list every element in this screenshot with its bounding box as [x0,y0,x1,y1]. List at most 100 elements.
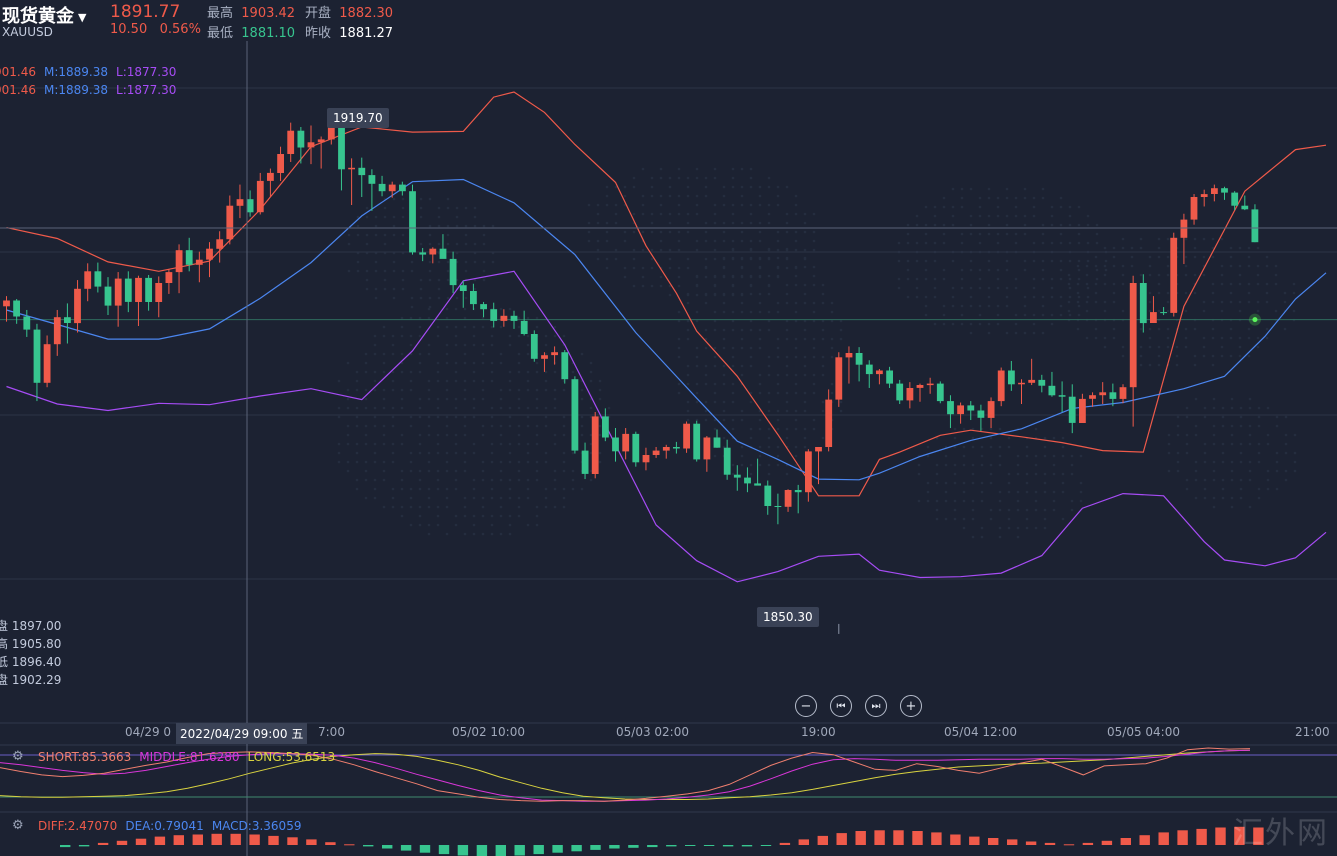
map-dot [758,239,762,243]
map-dot [1193,291,1197,295]
macd-bar [760,845,772,846]
map-dot [785,400,789,404]
macd-bar [666,845,677,847]
map-dot [758,373,762,377]
map-dot [508,343,512,347]
map-dot [1007,508,1011,512]
map-dot [455,296,459,300]
map-dot [481,433,485,437]
map-dot [776,427,780,431]
map-dot [562,487,566,491]
candle-body [165,272,173,283]
open-stat: 开盘 1882.30 [305,2,393,21]
map-dot [1293,469,1297,473]
macd-bar [1063,844,1075,846]
map-dot [409,415,413,419]
gear-icon[interactable]: ⚙ [12,749,24,764]
map-dot [906,268,910,272]
map-dot [526,451,530,455]
map-dot [508,514,512,518]
map-dot [436,406,440,410]
map-dot [996,205,1000,209]
map-dot [517,496,521,500]
map-dot [391,424,395,428]
macd-bar [950,834,961,845]
scroll-back-button[interactable]: ⏮ [830,695,852,717]
map-dot [942,304,946,308]
map-dot [463,352,467,356]
map-dot [830,382,834,386]
map-dot [731,418,735,422]
map-dot [410,269,414,273]
map-dot [373,370,377,374]
map-dot [419,296,423,300]
map-dot [1014,232,1018,236]
boll-upper: 901.46 [0,83,36,97]
map-dot [812,212,816,216]
map-dot [944,517,948,521]
candle-body [1068,396,1076,423]
map-dot [695,239,699,243]
map-dot [526,388,530,392]
map-dot [915,259,919,263]
map-dot [1043,508,1047,512]
map-dot [472,451,476,455]
map-dot [704,328,708,332]
map-dot [562,469,566,473]
map-dot [499,325,503,329]
map-dot [1050,277,1054,281]
map-dot [785,212,789,216]
map-dot [454,361,458,365]
map-dot [1157,354,1161,358]
gear-icon[interactable]: ⚙ [12,818,24,833]
map-dot [382,442,386,446]
map-dot [463,451,467,455]
candle-body [399,184,406,192]
map-dot [517,514,521,518]
map-dot [517,334,521,338]
map-dot [830,301,834,305]
map-dot [1248,406,1252,410]
map-dot [1284,478,1288,482]
map-dot [1050,223,1054,227]
map-dot [812,337,816,341]
map-dot [571,478,575,482]
map-dot [1034,508,1038,512]
map-dot [794,274,798,278]
map-dot [1025,526,1029,530]
map-dot [1121,273,1125,277]
map-dot [758,382,762,386]
scroll-forward-button[interactable]: ⏭ [865,695,887,717]
map-dot [614,221,618,225]
map-dot [1266,406,1270,410]
instrument-selector[interactable]: 现货黄金 ▼ [2,2,86,28]
map-dot [695,176,699,180]
map-dot [1032,295,1036,299]
map-dot [391,334,395,338]
prev-close-stat: 昨收 1881.27 [305,22,393,41]
map-dot [659,167,663,171]
candle-body [1180,219,1188,238]
zoom-in-button[interactable]: + [900,695,922,717]
map-dot [1050,313,1054,317]
map-dot [589,442,593,446]
map-dot [589,469,593,473]
map-dot [740,337,744,341]
map-dot [400,487,404,491]
macd-bar [552,845,563,853]
map-dot [392,260,396,264]
macd-bar [855,831,866,845]
map-dot [1139,273,1143,277]
map-dot [1086,259,1090,263]
map-dot [596,203,600,207]
map-dot [821,283,825,287]
zoom-out-button[interactable]: − [795,695,817,717]
map-dot [1067,309,1071,313]
map-dot [695,212,699,216]
map-dot [1275,469,1279,473]
map-dot [1230,442,1234,446]
map-dot [409,343,413,347]
map-dot [785,292,789,296]
map-dot [589,361,593,365]
